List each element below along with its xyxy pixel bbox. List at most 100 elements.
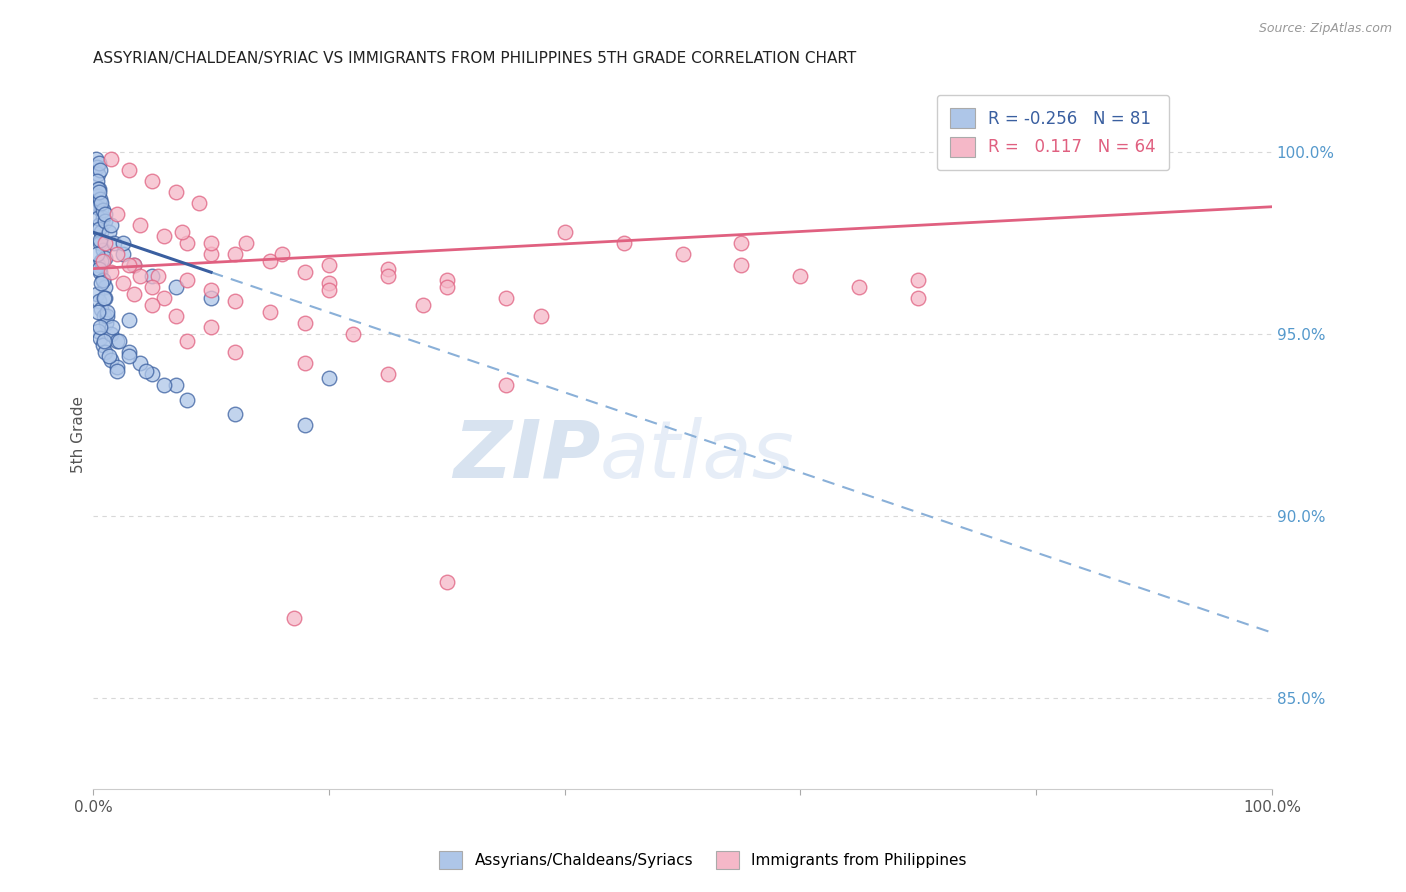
Point xyxy=(117,345,139,359)
Point xyxy=(94,236,117,251)
Point xyxy=(270,247,292,261)
Point xyxy=(100,218,122,232)
Point xyxy=(87,218,110,232)
Point xyxy=(141,174,163,188)
Point xyxy=(176,334,198,349)
Point xyxy=(89,236,111,251)
Point xyxy=(377,268,399,283)
Point xyxy=(377,261,399,276)
Point xyxy=(93,334,115,349)
Point xyxy=(87,294,110,309)
Point xyxy=(730,236,752,251)
Point xyxy=(94,214,117,228)
Point xyxy=(87,185,110,199)
Point xyxy=(91,211,114,225)
Text: Source: ZipAtlas.com: Source: ZipAtlas.com xyxy=(1258,22,1392,36)
Point xyxy=(87,211,110,225)
Point xyxy=(789,268,811,283)
Point xyxy=(153,228,176,243)
Point xyxy=(165,280,187,294)
Point xyxy=(259,254,281,268)
Point xyxy=(436,574,458,589)
Point xyxy=(90,196,112,211)
Point xyxy=(89,163,111,178)
Point xyxy=(100,352,122,367)
Point xyxy=(91,244,114,258)
Point xyxy=(436,280,458,294)
Point xyxy=(224,407,246,421)
Point xyxy=(141,298,163,312)
Point xyxy=(89,193,111,207)
Point xyxy=(135,363,157,377)
Point xyxy=(94,207,117,221)
Point xyxy=(96,309,118,323)
Point xyxy=(613,236,636,251)
Point xyxy=(318,276,340,290)
Point xyxy=(86,287,108,301)
Point xyxy=(87,181,110,195)
Point xyxy=(105,359,128,374)
Point xyxy=(87,258,110,272)
Point xyxy=(129,218,152,232)
Point xyxy=(87,167,110,181)
Point xyxy=(96,305,118,319)
Point xyxy=(124,258,146,272)
Text: atlas: atlas xyxy=(600,417,794,494)
Point xyxy=(103,236,125,251)
Point xyxy=(100,327,122,342)
Point xyxy=(105,247,128,261)
Point xyxy=(554,225,576,239)
Point xyxy=(111,236,134,251)
Point xyxy=(294,356,316,370)
Point xyxy=(165,309,187,323)
Point xyxy=(105,207,128,221)
Point xyxy=(101,319,124,334)
Point xyxy=(90,225,112,239)
Point xyxy=(117,258,139,272)
Point xyxy=(377,367,399,381)
Point xyxy=(87,221,110,235)
Point xyxy=(224,345,246,359)
Point xyxy=(318,371,340,385)
Point xyxy=(97,225,120,239)
Point xyxy=(436,272,458,286)
Point xyxy=(530,309,553,323)
Point xyxy=(91,254,114,268)
Point xyxy=(170,225,193,239)
Point xyxy=(176,392,198,407)
Point xyxy=(730,258,752,272)
Point xyxy=(105,363,128,377)
Point xyxy=(86,174,108,188)
Point xyxy=(671,247,693,261)
Text: ASSYRIAN/CHALDEAN/SYRIAC VS IMMIGRANTS FROM PHILIPPINES 5TH GRADE CORRELATION CH: ASSYRIAN/CHALDEAN/SYRIAC VS IMMIGRANTS F… xyxy=(93,51,856,66)
Point xyxy=(89,265,111,279)
Point xyxy=(129,356,152,370)
Point xyxy=(97,349,120,363)
Point xyxy=(165,378,187,392)
Point xyxy=(176,272,198,286)
Text: ZIP: ZIP xyxy=(453,417,600,494)
Point xyxy=(86,160,108,174)
Point xyxy=(91,203,114,218)
Point xyxy=(100,153,122,167)
Point xyxy=(111,276,134,290)
Point xyxy=(176,236,198,251)
Point xyxy=(89,196,111,211)
Point xyxy=(86,247,108,261)
Point xyxy=(90,301,112,316)
Point xyxy=(412,298,434,312)
Point xyxy=(200,284,222,298)
Point xyxy=(90,254,112,268)
Point xyxy=(141,268,163,283)
Point xyxy=(93,309,115,323)
Point xyxy=(117,312,139,326)
Point xyxy=(129,268,152,283)
Point xyxy=(495,291,517,305)
Point xyxy=(89,233,111,247)
Point xyxy=(294,316,316,330)
Point xyxy=(94,316,117,330)
Point xyxy=(200,319,222,334)
Legend: Assyrians/Chaldeans/Syriacs, Immigrants from Philippines: Assyrians/Chaldeans/Syriacs, Immigrants … xyxy=(433,845,973,875)
Point xyxy=(94,291,117,305)
Point xyxy=(84,153,107,167)
